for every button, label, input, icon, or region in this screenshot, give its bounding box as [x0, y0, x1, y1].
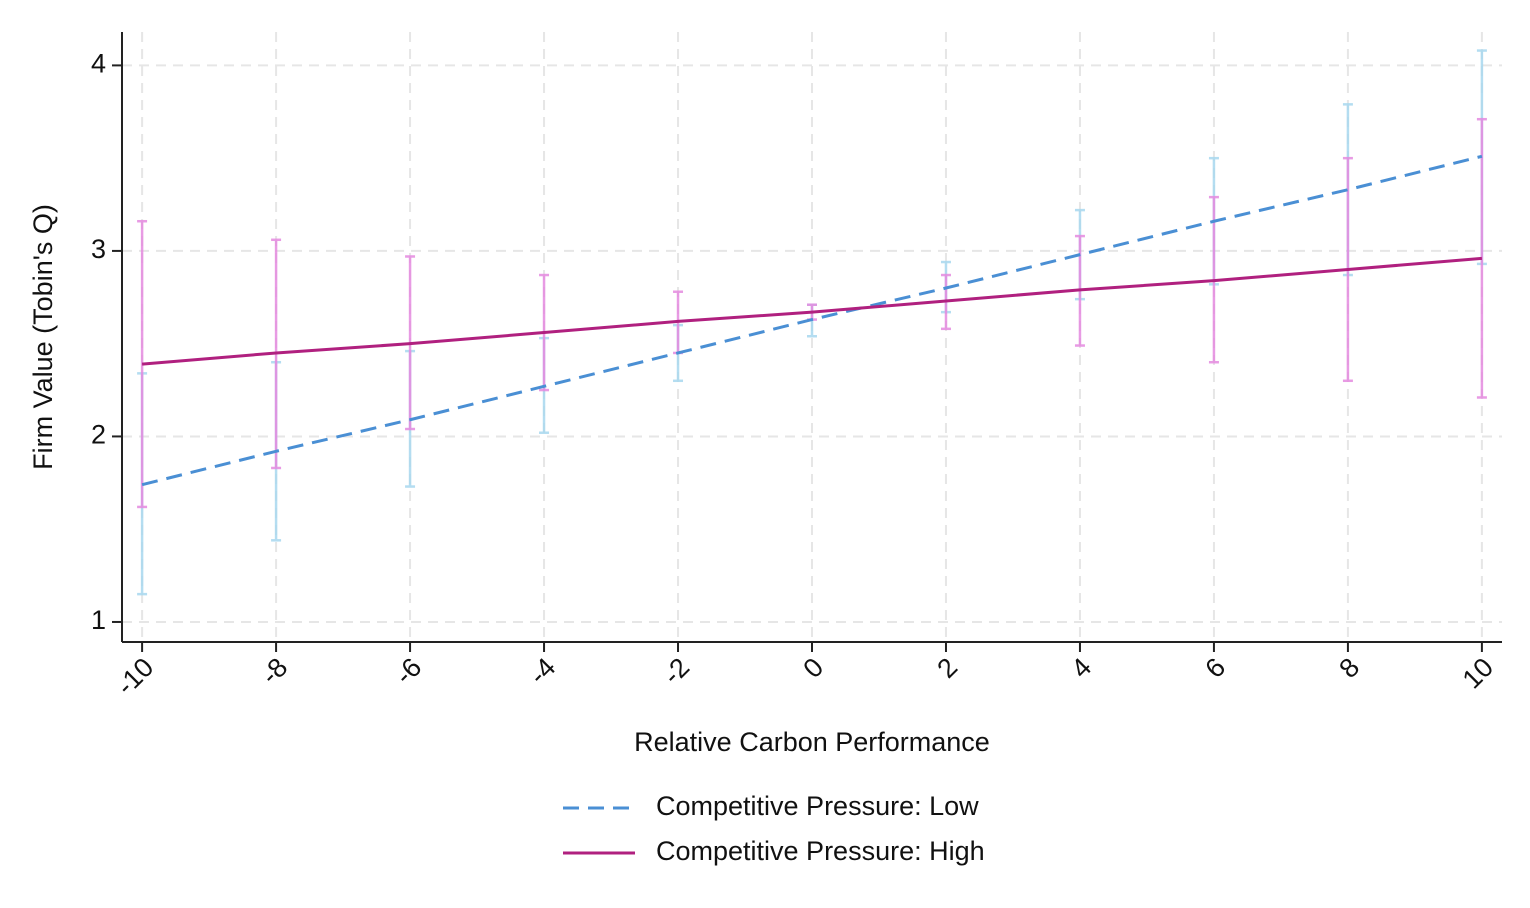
- y-tick-label: 3: [91, 234, 106, 264]
- y-tick-label: 4: [91, 49, 106, 79]
- series-line: [141, 256, 1483, 366]
- series-line: [141, 154, 1483, 487]
- y-tick-label: 2: [91, 420, 106, 450]
- y-tick-label: 1: [91, 605, 106, 635]
- x-axis-title: Relative Carbon Performance: [634, 727, 990, 757]
- y-axis-title: Firm Value (Tobin's Q): [28, 204, 58, 470]
- legend-label: Competitive Pressure: High: [656, 836, 985, 866]
- legend-label: Competitive Pressure: Low: [656, 791, 979, 821]
